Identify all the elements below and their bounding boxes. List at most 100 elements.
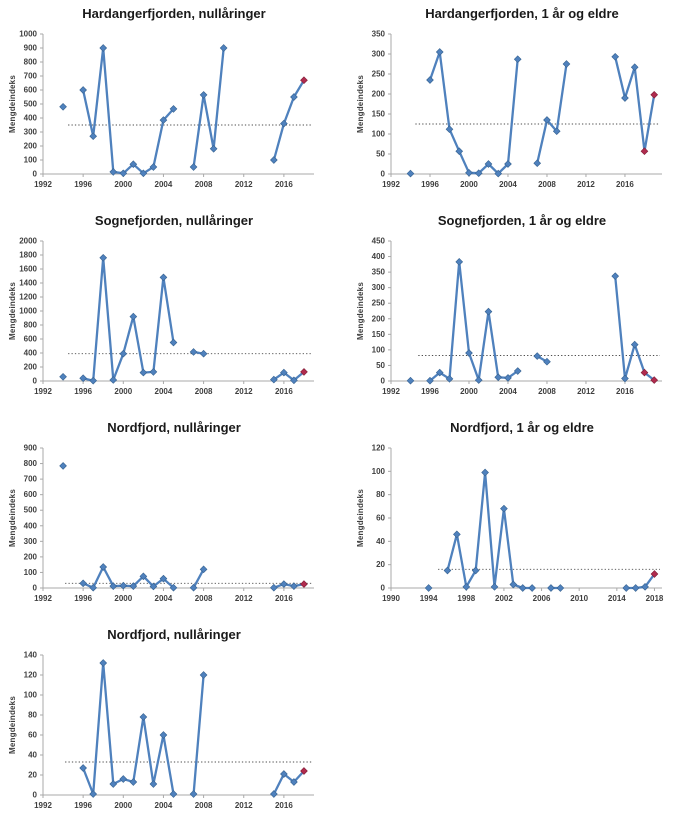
svg-text:140: 140 [24, 651, 38, 660]
svg-text:1992: 1992 [34, 387, 52, 396]
svg-text:2012: 2012 [577, 387, 595, 396]
chart-canvas: 0 20 40 60 80 100 120 1990 1994 1998 2002 2006 2010 2… [372, 444, 664, 604]
chart-canvas: 0 100 200 300 400 500 600 700 800 900 1000 1992 1996… [19, 30, 314, 189]
svg-text:2004: 2004 [155, 801, 173, 810]
svg-text:1994: 1994 [420, 594, 438, 603]
svg-text:100: 100 [24, 156, 38, 165]
svg-text:2016: 2016 [616, 180, 634, 189]
chart-title: Nordfjord, nullåringer [107, 420, 241, 435]
chart-hardangerfjorden-1-ar-og-eldre: Hardangerfjorden, 1 år og eldre Mengdein… [348, 0, 696, 207]
svg-text:1000: 1000 [19, 307, 37, 316]
svg-text:150: 150 [372, 330, 386, 339]
svg-text:80: 80 [28, 711, 37, 720]
svg-text:20: 20 [28, 771, 37, 780]
svg-text:2008: 2008 [538, 180, 556, 189]
svg-text:900: 900 [24, 444, 38, 453]
chart-canvas: 0 100 200 300 400 500 600 700 800 900 1992 1996 2000… [24, 444, 314, 603]
svg-text:2012: 2012 [235, 180, 253, 189]
svg-text:800: 800 [24, 58, 38, 67]
chart-nordfjord-nullaringer-zoomed: Nordfjord, nullåringer Mengdeindeks 0 20 4… [0, 621, 348, 828]
chart-sognefjorden-nullaringer: Sognefjorden, nullåringer Mengdeindeks 0… [0, 207, 348, 414]
svg-text:900: 900 [24, 44, 38, 53]
chart-title: Nordfjord, nullåringer [107, 627, 241, 642]
svg-text:600: 600 [24, 490, 38, 499]
svg-text:0: 0 [33, 170, 38, 179]
chart-title: Hardangerfjorden, nullåringer [82, 6, 266, 21]
chart-title: Sognefjorden, 1 år og eldre [437, 213, 607, 228]
svg-text:400: 400 [372, 252, 386, 261]
svg-text:50: 50 [376, 361, 385, 370]
svg-text:40: 40 [28, 751, 37, 760]
svg-text:250: 250 [372, 299, 386, 308]
svg-text:1600: 1600 [19, 265, 37, 274]
chart-canvas: 0 50 100 150 200 250 300 350 1992 1996 2000 2004 200… [372, 30, 662, 189]
svg-text:0: 0 [381, 584, 386, 593]
svg-text:100: 100 [372, 467, 386, 476]
svg-text:200: 200 [372, 90, 386, 99]
svg-text:400: 400 [24, 521, 38, 530]
svg-text:100: 100 [372, 345, 386, 354]
svg-text:0: 0 [33, 791, 38, 800]
svg-text:300: 300 [372, 50, 386, 59]
svg-text:50: 50 [376, 150, 385, 159]
svg-text:450: 450 [372, 237, 386, 246]
svg-text:800: 800 [24, 459, 38, 468]
svg-text:300: 300 [24, 128, 38, 137]
svg-text:600: 600 [24, 86, 38, 95]
svg-text:2008: 2008 [195, 801, 213, 810]
svg-text:1200: 1200 [19, 293, 37, 302]
chart-title: Nordfjord, 1 år og eldre [450, 420, 594, 435]
svg-text:40: 40 [376, 537, 385, 546]
svg-text:1998: 1998 [457, 594, 475, 603]
chart-canvas: 0 20 40 60 80 100 120 140 1992 1996 2000 2004 2008 20… [24, 651, 314, 810]
svg-text:2004: 2004 [155, 180, 173, 189]
chart-canvas: 0 200 400 600 800 1000 1200 1400 1600 1800 2000 199… [19, 237, 314, 396]
svg-text:1992: 1992 [34, 180, 52, 189]
svg-text:2010: 2010 [570, 594, 588, 603]
svg-text:200: 200 [372, 314, 386, 323]
svg-text:2012: 2012 [235, 387, 253, 396]
svg-text:2000: 2000 [114, 594, 132, 603]
svg-text:300: 300 [24, 537, 38, 546]
svg-text:1992: 1992 [382, 180, 400, 189]
svg-text:1996: 1996 [74, 801, 92, 810]
svg-text:2004: 2004 [155, 387, 173, 396]
svg-text:700: 700 [24, 475, 38, 484]
svg-text:400: 400 [24, 114, 38, 123]
svg-text:250: 250 [372, 70, 386, 79]
svg-text:1800: 1800 [19, 251, 37, 260]
svg-text:2004: 2004 [155, 594, 173, 603]
svg-text:200: 200 [24, 363, 38, 372]
svg-text:100: 100 [24, 691, 38, 700]
svg-text:2016: 2016 [275, 594, 293, 603]
svg-text:1992: 1992 [382, 387, 400, 396]
svg-text:0: 0 [381, 377, 386, 386]
svg-text:1996: 1996 [74, 180, 92, 189]
svg-text:2000: 2000 [114, 801, 132, 810]
svg-text:500: 500 [24, 100, 38, 109]
svg-text:2000: 2000 [114, 180, 132, 189]
svg-text:2016: 2016 [616, 387, 634, 396]
svg-text:0: 0 [33, 377, 38, 386]
chart-canvas: 0 50 100 150 200 250 300 350 400 450 1992 1996 2000 2… [372, 237, 662, 396]
svg-text:1996: 1996 [421, 180, 439, 189]
svg-text:200: 200 [24, 552, 38, 561]
svg-text:2000: 2000 [114, 387, 132, 396]
svg-text:700: 700 [24, 72, 38, 81]
svg-text:0: 0 [381, 170, 386, 179]
chart-sognefjorden-1-ar-og-eldre: Sognefjorden, 1 år og eldre Mengdeindeks… [348, 207, 696, 414]
svg-text:1996: 1996 [421, 387, 439, 396]
svg-text:600: 600 [24, 335, 38, 344]
svg-text:1000: 1000 [19, 30, 37, 39]
svg-text:300: 300 [372, 283, 386, 292]
svg-text:2008: 2008 [195, 594, 213, 603]
svg-text:60: 60 [376, 514, 385, 523]
svg-text:120: 120 [24, 671, 38, 680]
svg-text:1990: 1990 [382, 594, 400, 603]
svg-text:100: 100 [372, 130, 386, 139]
svg-text:0: 0 [33, 584, 38, 593]
svg-text:60: 60 [28, 731, 37, 740]
svg-text:2016: 2016 [275, 180, 293, 189]
svg-text:2008: 2008 [195, 387, 213, 396]
